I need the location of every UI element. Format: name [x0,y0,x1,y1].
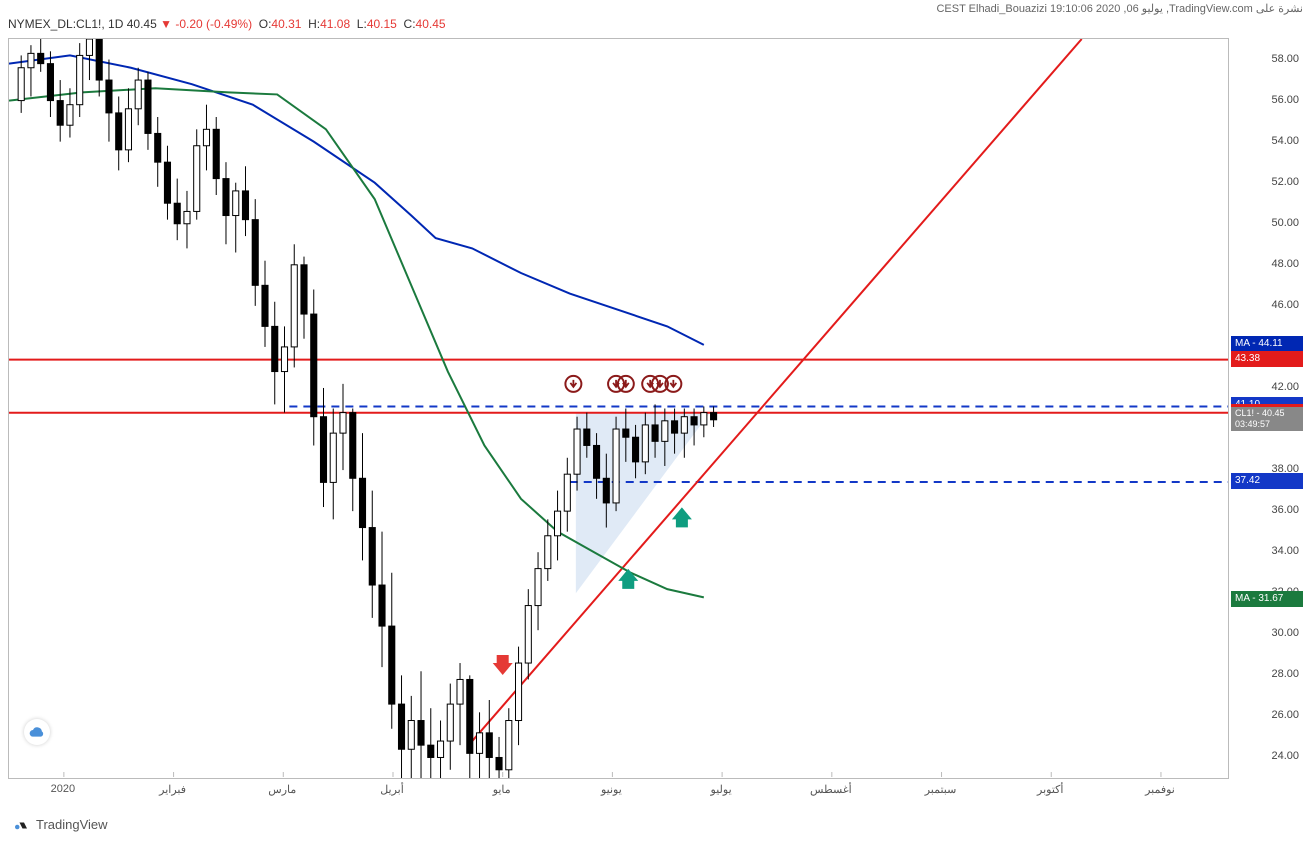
price-axis[interactable]: 24.0026.0028.0030.0032.0034.0036.0038.00… [1229,38,1303,779]
y-tick: 58.00 [1271,53,1299,65]
time-axis[interactable]: 2020 فبراير مارس أبريل مايو يونيو يوليو أغسطس سب… [8,779,1229,803]
ohlc-close: 40.45 [416,17,446,31]
ohlc-open: 40.31 [271,17,301,31]
price-tag: MA - 44.11 [1231,336,1303,352]
change-pct: (-0.49%) [206,17,252,31]
x-tick: يونيو [601,783,622,796]
symbol-name: NYMEX_DL:CL1! [8,17,101,31]
y-tick: 30.00 [1271,627,1299,639]
last-price: 40.45 [127,17,157,31]
y-tick: 56.00 [1271,94,1299,106]
tradingview-watermark: TradingView [12,815,108,833]
direction-arrow: ▼ [160,17,172,31]
cloud-icon[interactable] [24,719,50,745]
x-tick: يوليو [711,783,732,796]
chart-svg [9,39,1228,778]
x-tick: فبراير [159,783,186,796]
x-tick: مارس [268,783,296,796]
ohlc-high: 41.08 [320,17,350,31]
y-tick: 34.00 [1271,545,1299,557]
y-tick: 24.00 [1271,750,1299,762]
y-tick: 54.00 [1271,135,1299,147]
publish-text: نشرة على TradingView.com, يوليو 06, 2020… [936,3,1303,15]
price-tag: 43.38 [1231,351,1303,367]
y-tick: 46.00 [1271,299,1299,311]
x-tick: سبتمبر [925,783,957,796]
y-tick: 48.00 [1271,258,1299,270]
chart-wrap: 24.0026.0028.0030.0032.0034.0036.0038.00… [8,38,1303,803]
price-tag: 37.42 [1231,473,1303,489]
y-tick: 42.00 [1271,381,1299,393]
y-tick: 50.00 [1271,217,1299,229]
change-abs: -0.20 [175,17,202,31]
x-tick: 2020 [51,783,75,795]
chart-plot-area[interactable] [8,38,1229,779]
symbol-ohlc-row: NYMEX_DL:CL1!, 1D 40.45 ▼ -0.20 (-0.49%)… [8,17,1303,31]
y-tick: 36.00 [1271,504,1299,516]
ohlc-low: 40.15 [367,17,397,31]
y-tick: 26.00 [1271,709,1299,721]
current-price-tag: CL1! - 40.4503:49:57 [1231,407,1303,431]
publish-line: نشرة على TradingView.com, يوليو 06, 2020… [8,2,1303,15]
x-tick: أبريل [380,783,404,796]
x-tick: نوفمبر [1145,783,1175,796]
timeframe: 1D [108,17,123,31]
x-tick: أكتوبر [1037,783,1063,796]
price-tag: MA - 31.67 [1231,591,1303,607]
y-tick: 52.00 [1271,176,1299,188]
header: نشرة على TradingView.com, يوليو 06, 2020… [8,2,1303,31]
y-tick: 28.00 [1271,668,1299,680]
x-tick: أغسطس [810,783,852,796]
x-tick: مايو [493,783,511,796]
watermark-text: TradingView [36,817,108,832]
